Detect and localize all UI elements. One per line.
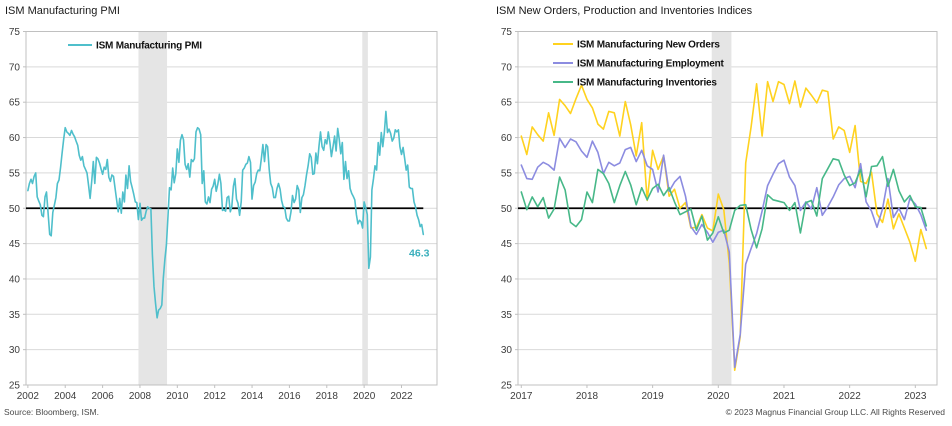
y-tick-label: 70 (9, 62, 21, 73)
x-tick-label: 2006 (91, 391, 114, 402)
x-tick-label: 2020 (707, 391, 730, 402)
x-tick-label: 2004 (54, 391, 77, 402)
y-tick-label: 55 (501, 168, 513, 179)
series-line (520, 80, 928, 372)
legend-label: ISM Manufacturing Employment (577, 59, 725, 70)
y-tick-label: 65 (501, 98, 513, 109)
y-tick-label: 70 (501, 62, 513, 73)
x-tick-label: 2002 (17, 391, 40, 402)
x-tick-label: 2019 (642, 391, 665, 402)
x-tick-label: 2017 (510, 391, 533, 402)
y-tick-label: 65 (9, 98, 21, 109)
copyright-note: © 2023 Magnus Financial Group LLC. All R… (725, 407, 945, 417)
pmi-chart-panel: ISM Manufacturing PMI 25 30 35 40 45 50 55 60 65… (5, 5, 438, 402)
y-tick-label: 25 (9, 381, 21, 392)
source-note: Source: Bloomberg, ISM. (4, 407, 99, 417)
y-tick-label: 75 (9, 27, 21, 38)
y-tick-label: 40 (501, 274, 513, 285)
last-value-annotation: 46.3 (409, 247, 430, 259)
x-tick-label: 2023 (904, 391, 927, 402)
x-tick-label: 2020 (353, 391, 376, 402)
chart-title: ISM Manufacturing PMI (5, 5, 120, 17)
x-tick-label: 2012 (204, 391, 227, 402)
indices-chart-panel: ISM New Orders, Production and Inventori… (476, 0, 952, 426)
x-tick-label: 2021 (773, 391, 796, 402)
y-tick-label: 35 (9, 310, 21, 321)
y-tick-label: 30 (501, 345, 513, 356)
x-tick-label: 2010 (166, 391, 189, 402)
x-tick-label: 2014 (241, 391, 264, 402)
x-tick-label: 2022 (839, 391, 862, 402)
x-tick-label: 2008 (129, 391, 152, 402)
y-tick-label: 45 (501, 239, 513, 250)
y-tick-label: 25 (501, 381, 513, 392)
y-tick-label: 35 (501, 310, 513, 321)
legend-label: ISM Manufacturing New Orders (577, 40, 720, 51)
y-tick-label: 75 (501, 27, 513, 38)
x-tick-label: 2022 (390, 391, 413, 402)
chart-title: ISM New Orders, Production and Inventori… (496, 5, 753, 17)
y-tick-label: 50 (9, 204, 21, 215)
y-tick-label: 60 (501, 133, 513, 144)
y-tick-label: 55 (9, 168, 21, 179)
pmi-chart-plot: 25 30 35 40 45 50 55 60 65 70 75 2002 2004 2006 2008 20… (9, 27, 438, 402)
y-tick-label: 60 (9, 133, 21, 144)
x-tick-label: 2018 (576, 391, 599, 402)
y-tick-label: 45 (9, 239, 21, 250)
indices-chart-plot: 25 30 35 40 45 50 55 60 65 70 75 2017 2018 2019 2020 20… (501, 27, 938, 402)
y-tick-label: 40 (9, 274, 21, 285)
x-tick-label: 2016 (278, 391, 301, 402)
series-line (520, 155, 928, 249)
y-tick-label: 50 (501, 204, 513, 215)
y-tick-label: 30 (9, 345, 21, 356)
legend-label: ISM Manufacturing Inventories (577, 78, 717, 89)
x-tick-label: 2018 (316, 391, 339, 402)
legend-label: ISM Manufacturing PMI (96, 41, 202, 52)
series-line (520, 137, 928, 369)
series-line (27, 110, 425, 319)
